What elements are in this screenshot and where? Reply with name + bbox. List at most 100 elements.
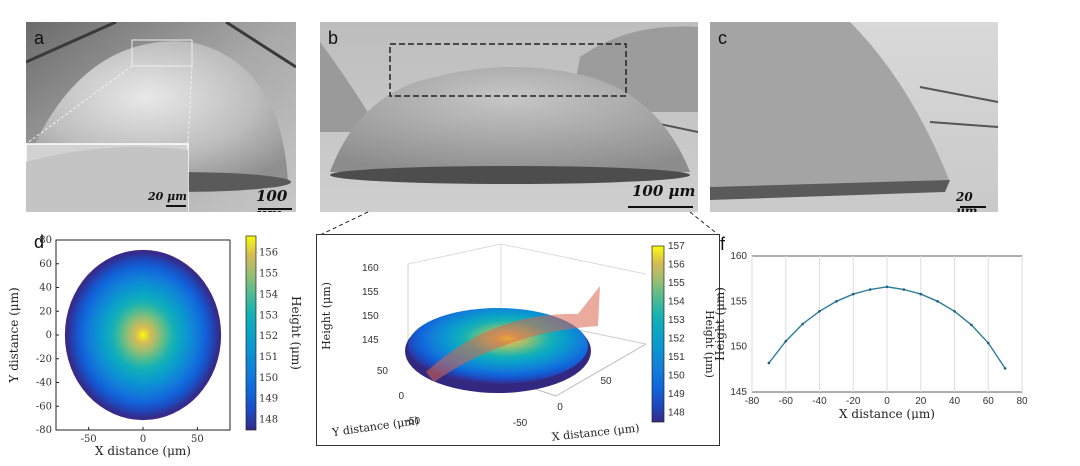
profile-point: [986, 341, 990, 345]
colorbar-tick-label-e: 157: [668, 241, 685, 252]
profile-point: [902, 288, 906, 291]
y-tick-label-e: 0: [398, 391, 404, 402]
colorbar-tick-label-d: 150: [259, 373, 278, 384]
z-axis-label-e: Height (μm): [320, 282, 333, 350]
panel-label-c: c: [718, 28, 727, 48]
height-map-d: [66, 251, 220, 419]
colorbar-d: [245, 235, 257, 431]
x-tick-label-f: -20: [846, 396, 861, 407]
colorbar-tick-label-d: 149: [259, 394, 278, 405]
sem-micrograph-b: [320, 22, 698, 212]
profile-point: [801, 322, 804, 326]
x-tick-label-f: 60: [983, 396, 995, 407]
x-axis-line: [555, 343, 647, 397]
x-tick-label-e: 0: [557, 402, 563, 413]
y-tick-label-d: 0: [46, 330, 52, 341]
x-axis-label-d: X distance (μm): [95, 444, 191, 458]
y-tick-label-f: 145: [730, 387, 747, 398]
profile-point: [953, 310, 956, 313]
y-tick-label-d: 80: [39, 235, 52, 246]
sem-micrograph-c: [710, 22, 998, 212]
y-tick-label-f: 150: [730, 342, 747, 353]
x-tick-label-f: -60: [779, 396, 794, 407]
scale-bar-b: [628, 206, 693, 208]
profile-point: [818, 310, 821, 313]
box-grid-line: [407, 243, 502, 265]
colorbar-tick-label-e: 151: [668, 352, 685, 363]
panel-label-a: a: [34, 28, 45, 48]
scale-bar-c: [960, 206, 986, 208]
y-tick-label-d: -40: [36, 378, 52, 389]
colorbar-tick-label-e: 149: [668, 389, 685, 400]
z-tick-label-e: 160: [362, 263, 379, 274]
y-tick-label-d: 60: [39, 259, 52, 270]
colorbar-tick-label-e: 152: [668, 334, 685, 345]
x-tick-label-f: -80: [745, 396, 760, 407]
colorbar-tick-label-d: 155: [259, 269, 278, 280]
x-tick-label-e: 50: [600, 376, 612, 387]
colorbar-tick-label-d: 153: [259, 310, 278, 321]
y-tick-label-f: 155: [730, 296, 747, 307]
x-tick-label-f: 40: [949, 396, 961, 407]
sem-image-c: c 20 μm: [710, 22, 998, 212]
inset-scale-bar: [166, 205, 186, 207]
sem-micrograph-a: [26, 22, 296, 212]
profile-point: [784, 339, 788, 343]
chart-f: -80 -60 -40 -20 0 20 40 60 80 145 150 155 160 X dista…: [713, 251, 1028, 420]
colorbar-tick-label-d: 156: [259, 248, 278, 259]
y-tick-label-d: -20: [36, 354, 52, 365]
colorbar-tick-label-e: 153: [668, 315, 685, 326]
colorbar-tick-label-e: 156: [668, 260, 685, 271]
y-axis-label-f: Height (μm): [713, 287, 727, 361]
colorbar-tick-label-e: 150: [668, 371, 685, 382]
profile-point: [885, 285, 889, 289]
scale-bar-a: [258, 208, 292, 210]
x-tick-label-d: 50: [191, 434, 204, 445]
x-tick-label-f: 0: [884, 396, 890, 407]
profile-point: [936, 300, 939, 303]
x-tick-label-d: -50: [81, 434, 97, 445]
profile-point: [851, 292, 855, 296]
cut-plane-e: [426, 286, 600, 382]
profile-point: [970, 323, 973, 327]
profile-point: [868, 288, 872, 291]
panel-label-f: f: [720, 234, 726, 254]
x-axis-label-f: X distance (μm): [839, 407, 935, 420]
colorbar-label-d: Height (μm): [289, 296, 303, 370]
chart-d: -50 0 50 -80 -60 -40 -20 0 20 40 60 80 X distance (μ…: [7, 235, 303, 458]
z-tick-label-e: 150: [362, 311, 379, 322]
x-tick-label-f: 20: [915, 396, 927, 407]
panel-label-d: d: [34, 232, 45, 252]
colorbar-tick-label-e: 155: [668, 278, 685, 289]
scale-label-c: 20 μm: [956, 190, 978, 212]
y-axis-label-d: Y distance (μm): [7, 287, 21, 383]
inset-scale-label: 20 μm: [148, 190, 187, 203]
y-tick-label-e: -50: [406, 416, 421, 427]
x-tick-label-d: 0: [140, 434, 146, 445]
x-tick-label-e: -50: [513, 418, 528, 429]
z-tick-label-e: 155: [362, 287, 379, 298]
colorbar-tick-label-e: 154: [668, 297, 685, 308]
z-tick-label-e: 145: [362, 335, 379, 346]
sem-image-a: a 20 μm 100 μm: [26, 22, 296, 212]
sem-image-b: b 100 μm: [320, 22, 698, 212]
profile-point: [1003, 367, 1007, 370]
box-grid-line: [500, 243, 647, 275]
y-tick-label-f: 160: [730, 251, 747, 262]
profile-point: [835, 300, 838, 303]
profile-point: [919, 292, 923, 296]
scale-label-b: 100 μm: [632, 182, 696, 200]
colorbar-tick-label-e: 148: [668, 408, 685, 419]
x-tick-label-f: 80: [1016, 396, 1028, 407]
panel-label-b: b: [328, 28, 339, 48]
profile-point: [767, 361, 771, 365]
colorbar-tick-label-d: 151: [259, 352, 278, 363]
y-tick-label-d: 40: [39, 283, 52, 294]
y-tick-label-e: 50: [377, 366, 389, 377]
colorbar-tick-label-d: 154: [259, 289, 278, 300]
colorbar-tick-label-d: 148: [259, 415, 278, 426]
colorbar-e: [651, 245, 665, 423]
y-tick-label-d: -60: [36, 401, 52, 412]
